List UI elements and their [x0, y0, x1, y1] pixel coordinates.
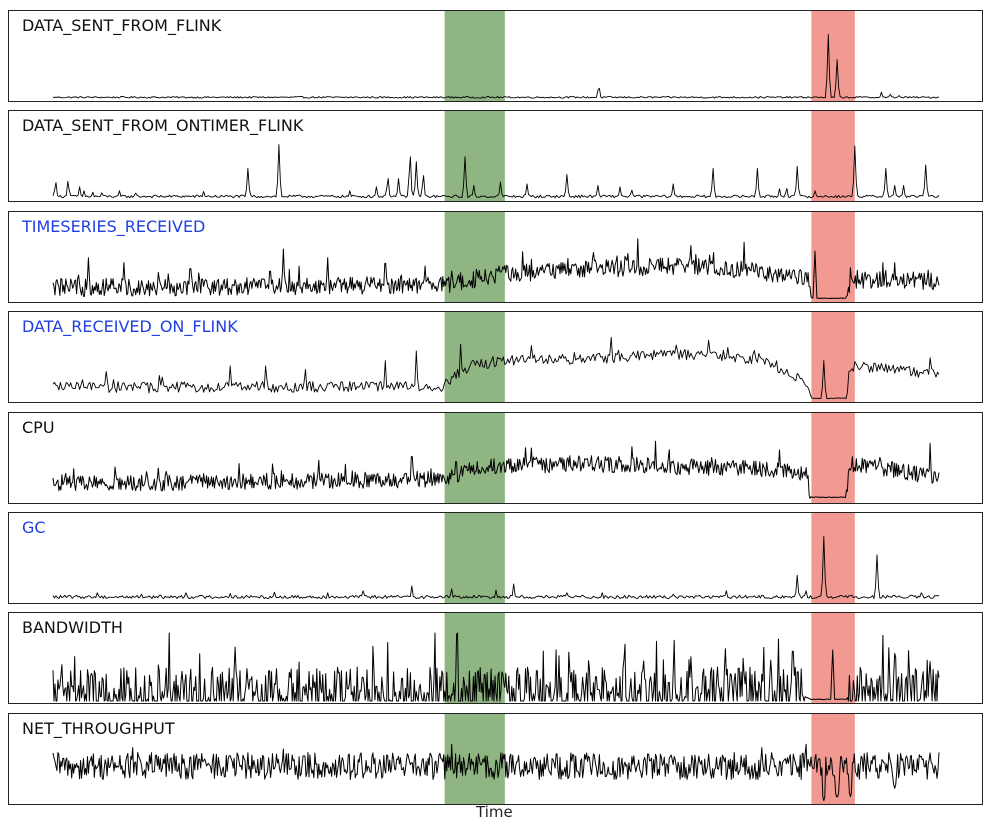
normal-region-band	[444, 111, 505, 202]
panel-plot	[52, 513, 940, 603]
series-line-data-sent-from-ontimer-flink	[52, 144, 940, 199]
series-line-bandwidth	[52, 632, 940, 702]
panel-plot	[52, 111, 940, 202]
panel-plot	[52, 412, 940, 503]
anomaly-region-band	[811, 111, 855, 202]
panel-net-throughput: NET_THROUGHPUT	[8, 712, 983, 805]
anomaly-region-band	[811, 211, 855, 302]
normal-region-band	[444, 11, 505, 101]
series-line-cpu	[52, 440, 940, 499]
series-name-label: DATA_SENT_FROM_FLINK	[22, 16, 222, 35]
series-line-data-received-on-flink	[52, 337, 940, 400]
normal-region-band	[444, 211, 505, 302]
panel-data-sent-from-ontimer-flink: DATA_SENT_FROM_ONTIMER_FLINK	[8, 110, 983, 203]
panel-bandwidth: BANDWIDTH	[8, 612, 983, 705]
panel-plot	[52, 211, 940, 302]
anomaly-region-band	[811, 713, 855, 804]
x-axis-label: Time	[476, 803, 513, 821]
normal-region-band	[444, 513, 505, 603]
anomaly-region-band	[811, 412, 855, 503]
anomaly-region-band	[811, 513, 855, 603]
series-name-label: GC	[22, 518, 46, 537]
panel-plot	[52, 11, 940, 101]
panel-timeseries-received: TIMESERIES_RECEIVED	[8, 210, 983, 303]
anomaly-region-band	[811, 312, 855, 403]
panel-data-sent-from-flink: DATA_SENT_FROM_FLINK	[8, 10, 983, 102]
panel-data-received-on-flink: DATA_RECEIVED_ON_FLINK	[8, 311, 983, 404]
panel-cpu: CPU	[8, 411, 983, 504]
series-name-label: DATA_SENT_FROM_ONTIMER_FLINK	[22, 116, 304, 136]
series-line-timeseries-received	[52, 238, 940, 299]
normal-region-band	[444, 412, 505, 503]
normal-region-band	[444, 713, 505, 804]
panel-plot	[52, 713, 940, 804]
series-name-label: DATA_RECEIVED_ON_FLINK	[22, 317, 238, 337]
anomaly-region-band	[811, 11, 855, 101]
panel-gc: GC	[8, 512, 983, 604]
panel-plot	[52, 312, 940, 403]
panel-plot	[52, 613, 940, 704]
series-name-label: CPU	[22, 417, 55, 437]
normal-region-band	[444, 312, 505, 403]
series-name-label: NET_THROUGHPUT	[22, 718, 175, 738]
series-name-label: TIMESERIES_RECEIVED	[22, 216, 206, 236]
series-line-data-sent-from-flink	[52, 33, 940, 99]
series-name-label: BANDWIDTH	[22, 618, 123, 638]
series-line-gc	[52, 535, 940, 600]
series-line-net-throughput	[52, 743, 940, 801]
